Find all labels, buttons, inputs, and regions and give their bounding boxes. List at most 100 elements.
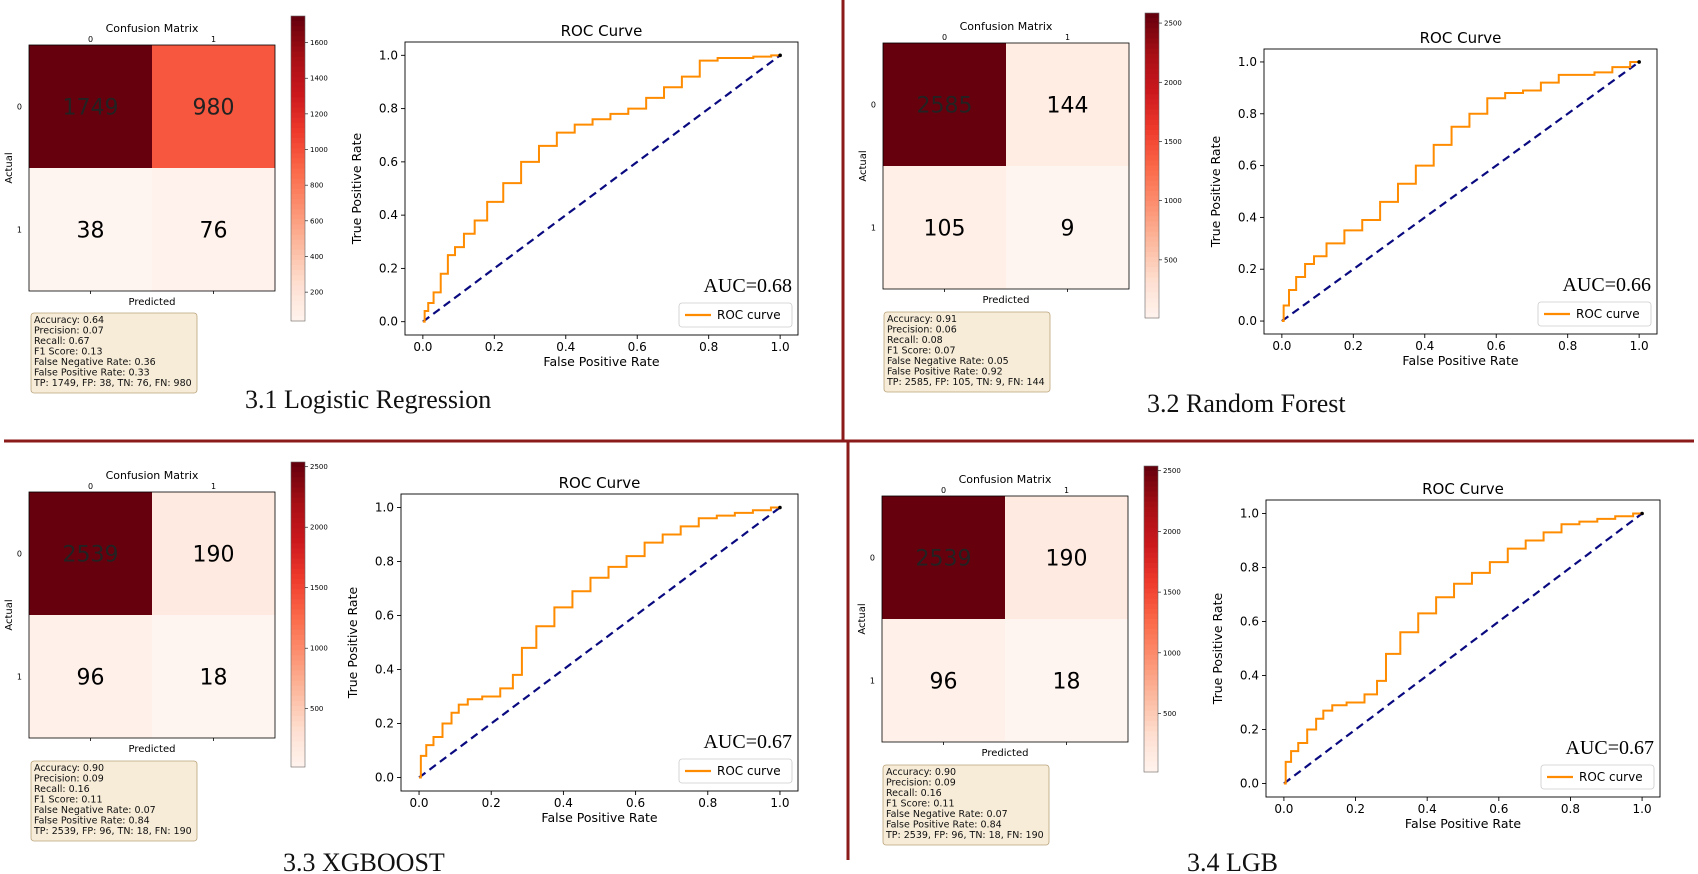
colorbar-segment — [291, 716, 305, 722]
colorbar-segment — [291, 721, 305, 727]
roc-legend-label: ROC curve — [717, 308, 781, 322]
colorbar-segment — [291, 512, 305, 519]
panel-3: 2539 190 96 18 Confusion Matrix 0 0 1 1 Predicted… — [4, 461, 799, 874]
colorbar-tick-label: 1400 — [310, 75, 328, 83]
colorbar-segment — [1145, 226, 1159, 233]
colorbar-segment — [1145, 307, 1159, 314]
colorbar-segment — [1144, 542, 1158, 549]
metrics-line: Recall: 0.08 — [887, 335, 943, 346]
roc-y-tick-label: 0.0 — [1240, 777, 1259, 791]
colorbar-tick-label: 1000 — [310, 645, 328, 653]
colorbar-segment — [291, 700, 305, 707]
colorbar-segment — [1144, 731, 1158, 737]
cm-y-tick-label: 1 — [870, 677, 875, 686]
colorbar-segment — [291, 254, 305, 261]
roc-legend-label: ROC curve — [1576, 307, 1640, 321]
roc-curve — [1281, 60, 1640, 323]
metrics-line: Accuracy: 0.64 — [34, 315, 104, 326]
colorbar-segment — [1145, 190, 1159, 197]
roc-curve — [1283, 512, 1643, 785]
cm-y-tick-label: 1 — [17, 673, 22, 682]
colorbar-segment — [291, 639, 305, 646]
colorbar-segment — [1144, 491, 1158, 498]
colorbar-segment — [291, 61, 305, 68]
colorbar-segment — [291, 285, 305, 292]
colorbar-segment — [1145, 211, 1159, 217]
roc-y-tick-label: 0.2 — [1240, 723, 1259, 737]
colorbar-segment — [1144, 624, 1158, 630]
model-title: 3.2 Random Forest — [1147, 389, 1346, 418]
colorbar-segment — [291, 71, 305, 78]
colorbar-segment — [291, 543, 305, 550]
colorbar-segment — [1144, 659, 1158, 666]
cm-title: Confusion Matrix — [959, 473, 1052, 486]
colorbar-segment — [291, 462, 305, 468]
colorbar-segment — [291, 578, 305, 585]
roc-curve — [422, 54, 781, 323]
roc-x-tick-label: 0.2 — [482, 796, 501, 810]
colorbar-segment — [1145, 170, 1159, 177]
metrics-line: False Positive Rate: 0.33 — [34, 368, 150, 379]
colorbar-segment — [291, 41, 305, 48]
colorbar-segment — [291, 761, 305, 768]
colorbar-segment — [1144, 476, 1158, 482]
colorbar-segment — [291, 199, 305, 205]
colorbar-segment — [291, 168, 305, 175]
roc-y-tick-label: 0.8 — [379, 102, 398, 116]
cm-cell-value: 38 — [77, 219, 105, 244]
colorbar-segment — [291, 82, 305, 88]
colorbar-segment — [291, 265, 305, 271]
roc-y-tick-label: 0.6 — [379, 155, 398, 169]
colorbar-segment — [291, 492, 305, 499]
roc-diagonal — [422, 54, 781, 323]
colorbar-tick-label: 200 — [310, 289, 323, 297]
colorbar-tick-label: 2000 — [310, 524, 328, 532]
panel-2: 2585 144 105 9 Confusion Matrix 0 0 1 1 Predicted… — [858, 12, 1658, 418]
roc-title: ROC Curve — [1420, 29, 1502, 47]
colorbar-tick-label: 800 — [310, 182, 323, 190]
colorbar-segment — [1144, 598, 1158, 605]
colorbar-segment — [291, 305, 305, 312]
roc-x-tick-label: 0.0 — [1272, 339, 1291, 353]
colorbar-segment — [1144, 700, 1158, 707]
roc-y-tick-label: 0.8 — [375, 555, 394, 569]
colorbar-segment — [291, 21, 305, 27]
colorbar-segment — [291, 143, 305, 149]
cm-cell — [882, 496, 1005, 619]
colorbar-segment — [1144, 736, 1158, 742]
cm-y-tick-label: 1 — [871, 224, 876, 233]
colorbar-segment — [1144, 680, 1158, 686]
colorbar-segment — [1144, 568, 1158, 574]
colorbar-segment — [291, 66, 305, 73]
colorbar-segment — [1145, 63, 1159, 70]
cm-frame — [881, 495, 1129, 743]
colorbar-segment — [1144, 486, 1158, 493]
colorbar-segment — [291, 507, 305, 514]
colorbar-tick-label: 1500 — [1164, 138, 1182, 146]
colorbar-segment — [291, 655, 305, 661]
colorbar-segment — [1144, 751, 1158, 758]
cm-y-tick-label: 0 — [870, 554, 875, 563]
colorbar-segment — [1145, 292, 1159, 299]
cm-frame — [28, 491, 276, 739]
colorbar-segment — [1144, 537, 1158, 544]
colorbar-segment — [291, 472, 305, 478]
colorbar-tick-label: 1600 — [310, 39, 328, 47]
roc-y-tick-label: 0.4 — [379, 208, 398, 222]
roc-legend-box — [1537, 301, 1652, 327]
colorbar-frame — [1144, 12, 1160, 319]
cm-x-tick-label: 1 — [1064, 486, 1069, 495]
colorbar-segment — [1145, 201, 1159, 207]
colorbar-segment — [291, 517, 305, 524]
colorbar-segment — [1145, 33, 1159, 40]
roc-ylabel: True Positive Rate — [349, 133, 364, 246]
colorbar-segment — [291, 56, 305, 63]
colorbar-segment — [1144, 603, 1158, 610]
roc-y-tick-label: 0.6 — [1238, 159, 1257, 173]
colorbar-segment — [1145, 145, 1159, 151]
cm-y-tick-label: 0 — [17, 103, 22, 112]
roc-plot: ROC Curve 0.0 0.0 0.2 0.2 0.4 0.4 0.6 0.6 0.8 0.8 1… — [1210, 480, 1661, 831]
roc-diagonal — [418, 506, 781, 779]
colorbar-segment — [1145, 155, 1159, 162]
